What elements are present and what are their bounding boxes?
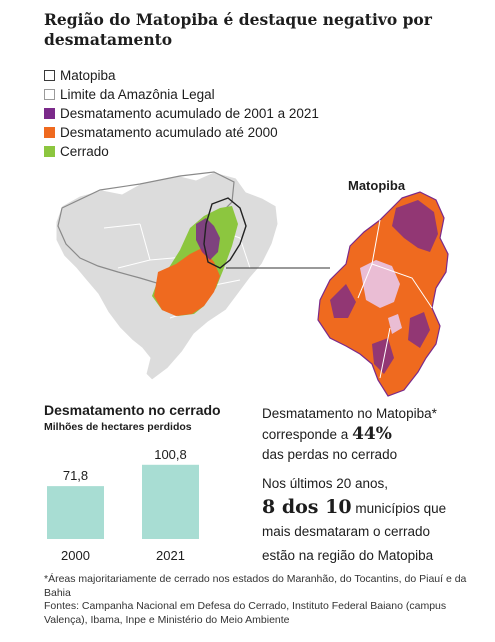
- legend-label: Desmatamento acumulado de 2001 a 2021: [60, 106, 319, 121]
- stat-municipalities: Nos últimos 20 anos, 8 dos 10 municípios…: [262, 474, 482, 566]
- stat1-line3: das perdas no cerrado: [262, 447, 398, 462]
- bar-chart: 71,8 2000 100,8 2021: [47, 447, 199, 563]
- stat2-big2: 10: [325, 496, 352, 518]
- stat2-line3: mais desmataram o cerrado: [262, 524, 431, 539]
- legend-swatch-matopiba: [44, 70, 55, 81]
- legend-item-2001-2021: Desmatamento acumulado de 2001 a 2021: [44, 104, 319, 123]
- bar-2000: [47, 486, 104, 539]
- deforestation-2001-2021: [196, 218, 220, 260]
- stat1-big: 44%: [352, 424, 392, 444]
- legend-swatch-amazonia: [44, 89, 55, 100]
- stat2-post1: municípios que: [351, 501, 447, 516]
- legend-swatch-ate-2000: [44, 127, 55, 138]
- brazil-map: [55, 171, 330, 381]
- legend-label: Limite da Amazônia Legal: [60, 87, 215, 102]
- legend-item-ate-2000: Desmatamento acumulado até 2000: [44, 123, 319, 142]
- stat1-line1: Desmatamento no Matopiba*: [262, 406, 437, 421]
- bar-value-label: 71,8: [63, 468, 88, 483]
- footnote-sources: Fontes: Campanha Nacional em Defesa do C…: [44, 600, 447, 626]
- matopiba-outline: [203, 197, 247, 269]
- legend-label: Cerrado: [60, 144, 109, 159]
- legend-swatch-cerrado: [44, 146, 55, 157]
- deforestation-until-2000: [154, 248, 220, 316]
- stat2-mid: dos: [275, 496, 326, 518]
- legend-item-matopiba: Matopiba: [44, 66, 319, 85]
- stat2-line4: estão na região do Matopiba: [262, 548, 434, 563]
- stat2-line2: 8 dos 10 municípios que: [262, 494, 482, 522]
- inset-deforestation-2001-2021: [330, 200, 438, 374]
- legend: Matopiba Limite da Amazônia Legal Desmat…: [44, 66, 319, 161]
- inset-cerrado: [360, 260, 402, 334]
- bar-value-label: 100,8: [154, 447, 187, 462]
- footnote: *Áreas majoritariamente de cerrado nos e…: [44, 573, 484, 627]
- bar-category-label: 2021: [156, 548, 185, 563]
- chart-title: Região do Matopiba é destaque negativo p…: [44, 10, 432, 49]
- legend-item-amazonia: Limite da Amazônia Legal: [44, 85, 319, 104]
- stat1-line2: corresponde a 44%: [262, 424, 482, 445]
- stat1-mid: corresponde a: [262, 427, 353, 442]
- legend-label: Matopiba: [60, 68, 116, 83]
- legend-label: Desmatamento acumulado até 2000: [60, 125, 278, 140]
- legend-swatch-2001-2021: [44, 108, 55, 119]
- stat2-line1: Nos últimos 20 anos,: [262, 476, 389, 491]
- inset-label: Matopiba: [348, 178, 406, 193]
- bar-chart-subtitle: Milhões de hectares perdidos: [44, 421, 192, 433]
- bar-chart-title: Desmatamento no cerrado: [44, 402, 221, 418]
- inset-state-lines: [357, 219, 433, 379]
- stat2-big1: 8: [262, 496, 276, 518]
- bar-category-label: 2000: [61, 548, 90, 563]
- matopiba-inset: Matopiba: [317, 178, 449, 397]
- legend-item-cerrado: Cerrado: [44, 142, 319, 161]
- footnote-note: *Áreas majoritariamente de cerrado nos e…: [44, 573, 467, 599]
- maps: Matopiba: [55, 171, 449, 397]
- bar-2021: [142, 464, 199, 539]
- stat-matopiba-share: Desmatamento no Matopiba* corresponde a …: [262, 404, 482, 465]
